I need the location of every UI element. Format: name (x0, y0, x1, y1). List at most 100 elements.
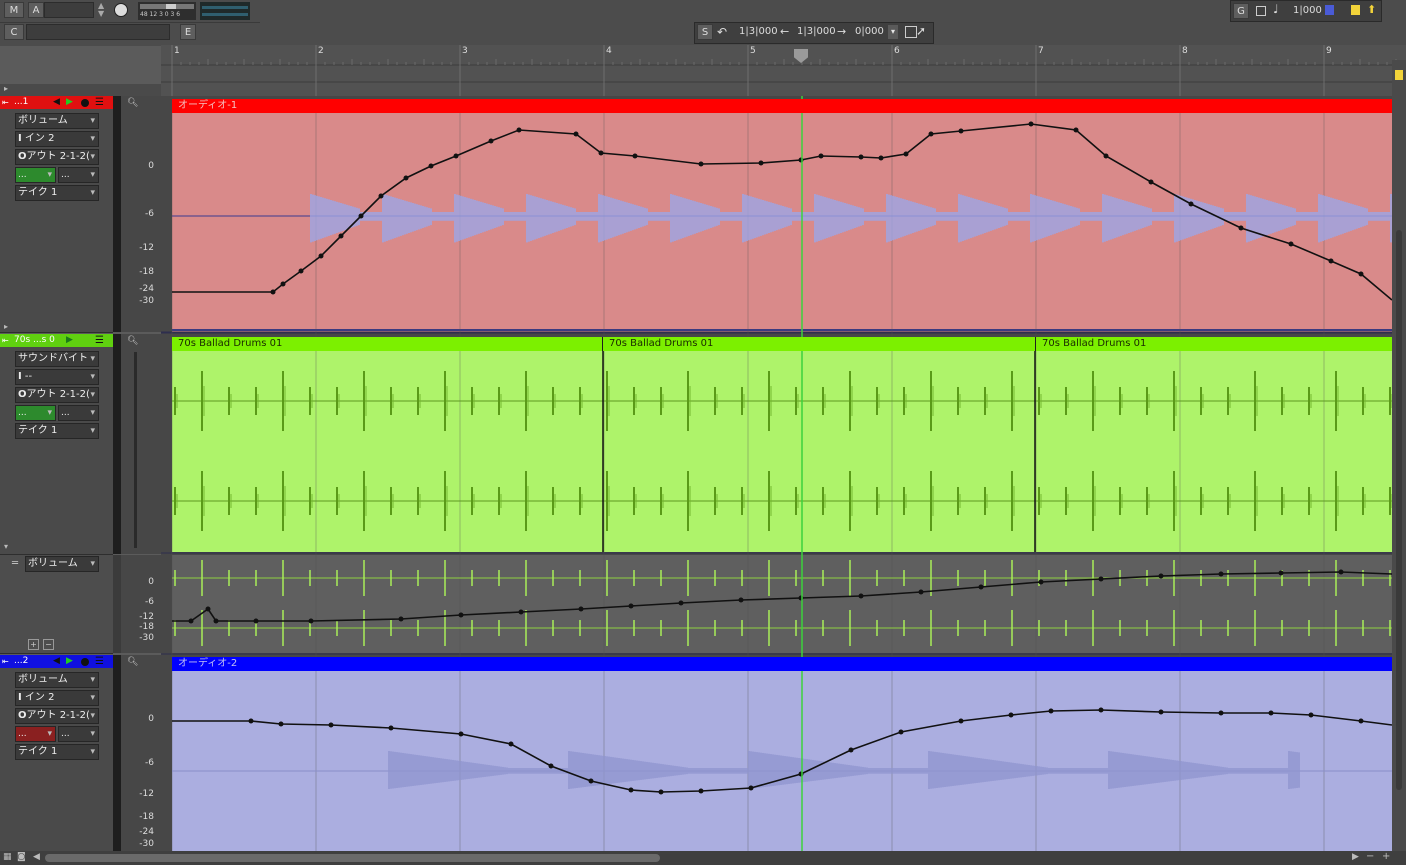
track-3-color-select[interactable]: ... (15, 726, 56, 742)
play-icon[interactable]: ▶ (66, 656, 73, 666)
arrow-right-icon[interactable]: → (837, 25, 847, 38)
mute-icon[interactable]: ◀ (53, 656, 60, 666)
arrange-area[interactable]: オーディオ-1 70s Ballad Drums 01 70s Ballad D… (161, 96, 1393, 851)
snap-value[interactable]: 1|000 (1293, 5, 1322, 16)
position-2[interactable]: 1|3|000 (797, 26, 836, 37)
arrow-left-icon[interactable]: ← (780, 25, 790, 38)
a-button[interactable]: A (28, 2, 44, 18)
add-lane-icon[interactable]: + (28, 639, 39, 650)
record-icon[interactable] (81, 658, 89, 666)
blue-marker-icon[interactable] (1325, 5, 1334, 15)
automation-node (573, 131, 579, 137)
a-field[interactable] (44, 2, 94, 18)
menu-icon[interactable]: ☰ (95, 335, 104, 346)
remove-lane-icon[interactable]: − (43, 639, 54, 650)
zoom-icon[interactable]: 🔍︎ (127, 657, 139, 667)
clip-audio-2-header[interactable]: オーディオ-2 (172, 657, 1392, 671)
cursor-icon[interactable]: ➚ (916, 24, 927, 38)
track-1-color-select[interactable]: ... (15, 167, 56, 183)
clip-drums-3-header[interactable]: 70s Ballad Drums 01 (1036, 337, 1392, 351)
menu-icon[interactable]: ☰ (95, 97, 104, 108)
lane-axis-panel (121, 555, 161, 653)
playhead-handle[interactable] (794, 49, 808, 63)
track-3-output-select[interactable]: Oアウト 2-1-2( (15, 708, 99, 724)
track-2-output-select[interactable]: Oアウト 2-1-2( (15, 387, 99, 403)
track-3-title[interactable]: ...2 ⇤ ◀ ▶ ☰ (0, 655, 113, 668)
track-2-option-select[interactable]: ... (58, 405, 99, 421)
vertical-scroll-thumb[interactable] (1396, 230, 1402, 790)
track-1-input-select[interactable]: I イン 2 (15, 131, 99, 147)
track-3-option-select[interactable]: ... (58, 726, 99, 742)
collapse-icon[interactable]: ▾ (4, 542, 9, 551)
automation-node (188, 618, 194, 624)
s-button[interactable]: S (697, 24, 713, 40)
clip-drums-1-header[interactable]: 70s Ballad Drums 01 (172, 337, 602, 351)
scroll-left-icon[interactable]: ◀ (33, 852, 40, 862)
track-3-take-select[interactable]: テイク 1 (15, 744, 99, 760)
lane-slider[interactable] (134, 352, 137, 548)
marker-flag-icon[interactable] (1395, 70, 1403, 80)
track-2-color-select[interactable]: ... (15, 405, 56, 421)
position-1[interactable]: 1|3|000 (739, 26, 778, 37)
track-2-soundbite-select[interactable]: サウンドバイト (15, 351, 99, 367)
zoom-out-icon[interactable]: − (1366, 851, 1375, 862)
automation-line-lane (172, 571, 1393, 622)
track-2-input-select[interactable]: I -- (15, 369, 99, 385)
axis-label: -12 (139, 612, 154, 622)
grid-view-icon[interactable]: ▦ (3, 852, 12, 862)
zoom-in-icon[interactable]: + (1382, 851, 1391, 862)
track-2-name[interactable]: 70s ...s 0 (14, 335, 55, 345)
level-meter (200, 2, 250, 20)
track-1-output-select[interactable]: Oアウト 2-1-2( (15, 149, 99, 165)
play-icon[interactable]: ▶ (66, 97, 73, 107)
automation-node (958, 718, 964, 724)
track-1-name[interactable]: ...1 (14, 97, 29, 107)
timeline-ruler[interactable]: 1 2 3 4 5 6 7 8 9 (161, 45, 1406, 96)
track-3-input-select[interactable]: I イン 2 (15, 690, 99, 706)
c-button[interactable]: C (4, 24, 24, 40)
automation-node (858, 154, 864, 160)
camera-icon[interactable]: ◙ (17, 852, 26, 862)
track-1-option-select[interactable]: ... (58, 167, 99, 183)
stepper-icon[interactable]: ▲ ▼ (98, 1, 105, 18)
e-button[interactable]: E (180, 24, 196, 40)
track-2-take-select[interactable]: テイク 1 (15, 423, 99, 439)
chevron-down-icon[interactable]: ▾ (888, 25, 898, 39)
g-button[interactable]: G (1233, 3, 1249, 19)
c-field[interactable] (26, 24, 170, 40)
mute-icon[interactable]: ◀ (53, 97, 60, 107)
track-3-volume-select[interactable]: ボリューム (15, 672, 99, 688)
vertical-scrollbar[interactable] (1392, 60, 1406, 851)
zoom-icon[interactable]: 🔍︎ (127, 98, 139, 108)
track-1-volume-select[interactable]: ボリューム (15, 113, 99, 129)
expand-icon[interactable]: ▸ (4, 322, 9, 331)
track-2-title[interactable]: 70s ...s 0 ⇤ ▶ ☰ (0, 334, 113, 347)
snap-box-icon[interactable] (905, 26, 917, 38)
knob-icon[interactable] (114, 3, 128, 17)
clip-audio-1-header[interactable]: オーディオ-1 (172, 99, 1392, 113)
grid-box-icon[interactable] (1256, 6, 1266, 16)
track-3-name[interactable]: ...2 (14, 656, 29, 666)
undo-icon[interactable]: ↶ (717, 25, 728, 39)
scroll-right-icon[interactable]: ▶ (1352, 852, 1359, 862)
zoom-icon[interactable]: 🔍︎ (127, 336, 139, 346)
play-icon[interactable]: ▶ (66, 335, 73, 345)
record-icon[interactable] (81, 99, 89, 107)
track-1-take-select[interactable]: テイク 1 (15, 185, 99, 201)
track-1-title[interactable]: ...1 ⇤ ◀ ▶ ☰ (0, 96, 113, 109)
lane-handle-icon[interactable]: ═ (12, 558, 19, 569)
note-icon: ♩ (1273, 2, 1279, 16)
horizontal-scroll-thumb[interactable] (45, 854, 660, 862)
yellow-marker-icon[interactable] (1351, 5, 1360, 15)
axis-label: 0 (148, 577, 154, 587)
position-3[interactable]: 0|000 (855, 26, 884, 37)
automation-node (428, 163, 434, 169)
pin-icon[interactable]: ⬆ (1367, 3, 1377, 16)
menu-icon[interactable]: ☰ (95, 656, 104, 667)
m-button[interactable]: M (4, 2, 24, 18)
automation-node (1218, 710, 1224, 716)
track-3-output-label: アウト 2-1-2( (26, 710, 90, 721)
lane-parameter-select[interactable]: ボリューム (25, 556, 99, 572)
expand-icon[interactable]: ▸ (4, 84, 9, 93)
clip-drums-2-header[interactable]: 70s Ballad Drums 01 (603, 337, 1035, 351)
